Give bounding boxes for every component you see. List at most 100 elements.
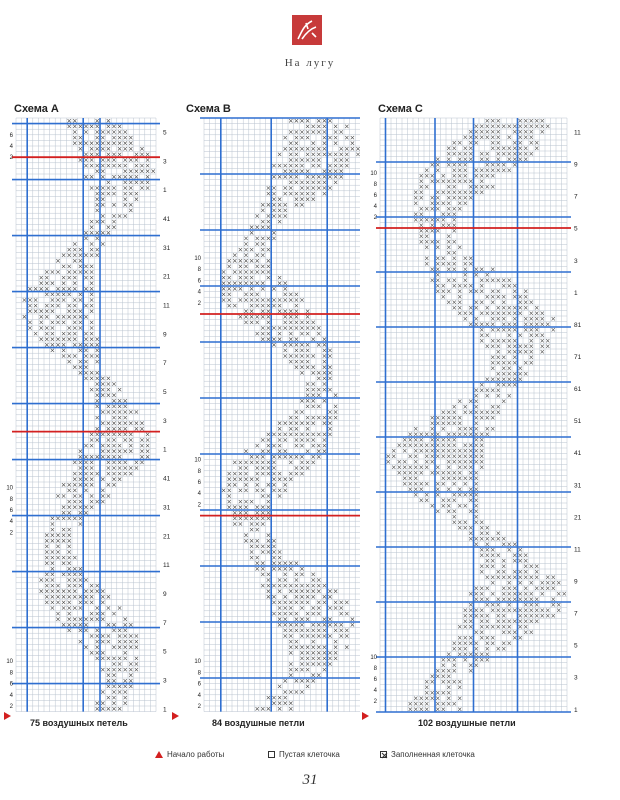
row-number-left: 8 [10, 497, 14, 503]
row-number-right: 41 [574, 450, 582, 457]
row-number-right: 41 [163, 216, 170, 223]
row-number-right: 1 [163, 447, 167, 454]
schema-b-title: Схема В [186, 103, 231, 115]
row-number-left: 2 [374, 699, 378, 705]
row-number-right: 5 [163, 649, 167, 656]
row-number-left: 6 [374, 677, 378, 683]
row-number-left: 6 [198, 278, 202, 284]
row-number-left: 4 [198, 491, 202, 497]
row-number-right: 21 [163, 533, 170, 540]
row-number-left: 10 [194, 659, 201, 665]
row-number-left: 4 [10, 519, 14, 525]
legend-empty-label: Пустая клеточка [279, 750, 340, 759]
row-number-left: 2 [10, 155, 14, 161]
row-number-left: 6 [198, 480, 202, 486]
row-number-right: 21 [163, 274, 170, 281]
row-number-left: 2 [198, 502, 202, 508]
row-number-right: 1 [163, 187, 167, 194]
row-number-right: 3 [574, 258, 578, 265]
schema-a-stitch-count: 75 воздушных петель [30, 718, 128, 728]
row-number-right: 7 [163, 620, 167, 627]
row-number-right: 11 [574, 546, 581, 553]
schema-c-title: Схема С [378, 103, 423, 115]
filled-cell-icon [380, 751, 388, 759]
row-number-right: 11 [163, 562, 170, 569]
schema-c-stitch-count: 102 воздушные петли [418, 718, 516, 728]
row-number-right: 3 [163, 158, 167, 165]
row-number-right: 71 [574, 354, 582, 361]
row-number-right: 5 [574, 643, 578, 650]
row-number-right: 31 [574, 482, 582, 489]
row-number-left: 2 [10, 704, 14, 710]
schema-b-stitch-count: 84 воздушные петли [212, 718, 305, 728]
row-number-right: 51 [574, 418, 582, 425]
start-marker-b [172, 712, 179, 720]
row-number-left: 10 [194, 458, 201, 464]
empty-cell-icon [268, 751, 275, 758]
row-number-left: 8 [198, 469, 202, 475]
row-number-right: 41 [163, 476, 170, 483]
row-number-right: 7 [574, 611, 578, 618]
legend-start: Начало работы [155, 750, 224, 759]
row-number-right: 81 [574, 322, 582, 329]
schema-a-title: Схема А [14, 103, 59, 115]
row-number-left: 4 [374, 204, 378, 210]
row-number-right: 9 [574, 162, 578, 169]
row-number-right: 5 [574, 226, 578, 233]
row-number-left: 4 [374, 688, 378, 694]
row-number-right: 21 [574, 514, 582, 521]
row-number-left: 10 [6, 659, 13, 665]
row-number-left: 2 [198, 301, 202, 307]
legend-empty: Пустая клеточка [268, 750, 340, 759]
row-number-left: 6 [10, 682, 14, 688]
row-number-left: 10 [370, 655, 377, 661]
row-number-left: 8 [198, 267, 202, 273]
schema-b-chart: 3121119753131211197531312111975311086421… [194, 117, 360, 712]
legend-filled: Заполненная клеточка [380, 750, 475, 759]
row-number-right: 11 [574, 130, 581, 137]
page-number: 31 [302, 772, 318, 788]
row-number-left: 2 [10, 530, 14, 536]
schema-a-chart: 5314131211197531413121119753164210864210… [6, 117, 170, 713]
row-number-right: 11 [163, 303, 170, 310]
row-number-left: 8 [10, 670, 14, 676]
row-number-right: 9 [574, 578, 578, 585]
start-marker-a [4, 712, 11, 720]
row-number-right: 3 [574, 675, 578, 682]
row-number-right: 9 [163, 591, 167, 598]
start-marker-c [362, 712, 369, 720]
row-number-left: 8 [374, 182, 378, 188]
legend-filled-label: Заполненная клеточка [391, 750, 475, 759]
legend-start-label: Начало работы [167, 750, 225, 759]
row-number-right: 7 [574, 194, 578, 201]
row-number-left: 4 [198, 290, 202, 296]
row-number-right: 9 [163, 331, 167, 338]
row-number-left: 6 [10, 133, 14, 139]
decorative-logo-icon [292, 15, 322, 45]
row-number-left: 2 [198, 704, 202, 710]
row-number-left: 6 [198, 682, 202, 688]
row-number-right: 1 [574, 290, 578, 297]
row-number-left: 6 [374, 193, 378, 199]
row-number-left: 2 [374, 215, 378, 221]
start-triangle-icon [155, 751, 163, 758]
row-number-right: 5 [163, 130, 167, 137]
row-number-right: 3 [163, 418, 167, 425]
row-number-left: 8 [198, 670, 202, 676]
row-number-left: 4 [198, 693, 202, 699]
row-number-right: 31 [163, 504, 170, 511]
row-number-right: 1 [163, 706, 167, 713]
row-number-left: 6 [10, 508, 14, 514]
page-title: На лугу [284, 57, 336, 69]
row-number-left: 10 [194, 256, 201, 262]
row-number-left: 10 [370, 171, 377, 177]
row-number-left: 4 [10, 693, 14, 699]
row-number-left: 4 [10, 144, 14, 150]
row-number-left: 8 [374, 666, 378, 672]
row-number-right: 61 [574, 386, 582, 393]
row-number-right: 31 [163, 245, 170, 252]
row-number-left: 10 [6, 486, 13, 492]
row-number-right: 1 [574, 707, 578, 714]
row-number-right: 7 [163, 360, 167, 367]
